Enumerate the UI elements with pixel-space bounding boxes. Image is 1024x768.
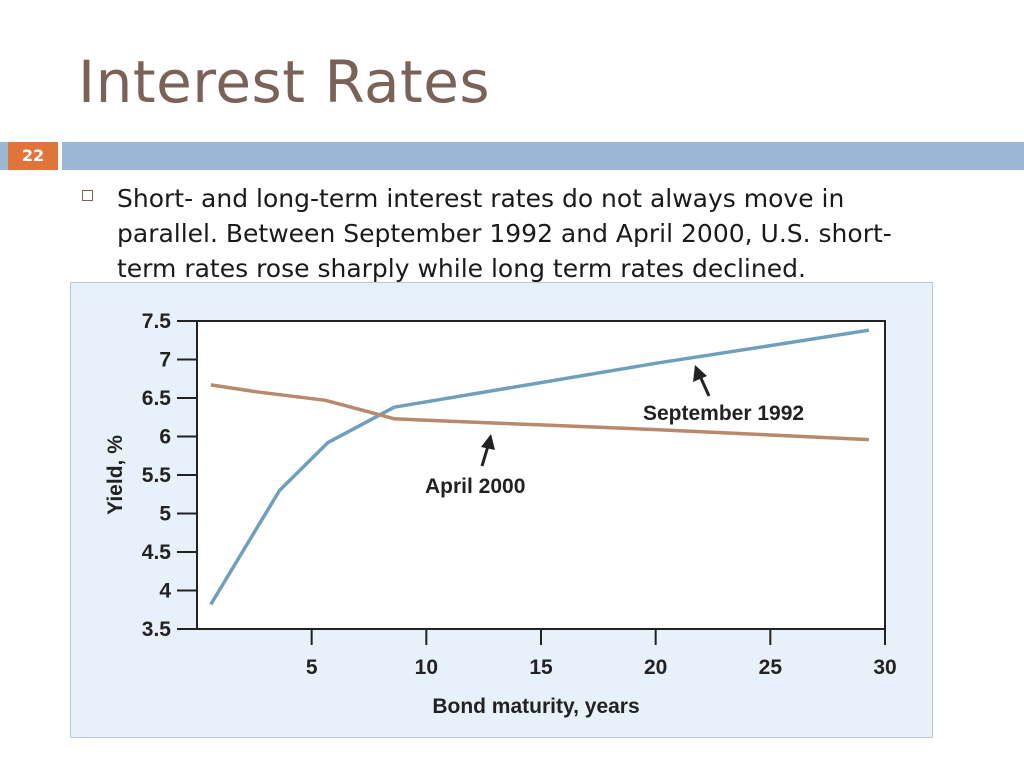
x-tick-label: 10 — [415, 656, 438, 679]
x-tick-label: 20 — [644, 656, 667, 679]
slide-number: 22 — [8, 142, 62, 170]
series-line-april-2000 — [210, 383, 869, 442]
series-line-september-1992 — [209, 328, 870, 606]
y-tick-label: 6 — [159, 426, 171, 449]
title-band — [0, 142, 1024, 170]
y-tick-label: 3.5 — [142, 618, 172, 641]
y-axis-ticks: 7.5 7 6.5 6 5.5 5 4.5 4 3.5 — [142, 310, 197, 641]
slide-title: Interest Rates — [78, 48, 491, 116]
arrow-september-1992-icon — [693, 365, 711, 397]
x-tick-label: 25 — [759, 656, 783, 679]
annotation-april-2000: April 2000 — [425, 475, 525, 498]
y-tick-label: 7.5 — [142, 310, 172, 333]
y-tick-label: 6.5 — [142, 387, 172, 410]
series-lines — [209, 328, 870, 606]
bullet-marker — [82, 190, 93, 201]
yield-curve-chart: 7.5 7 6.5 6 5.5 5 4.5 4 3.5 5 10 15 20 25 30 Bond mat… — [104, 310, 897, 718]
y-axis-title: Yield, % — [104, 435, 127, 515]
annotation-september-1992: September 1992 — [643, 402, 804, 425]
y-tick-label: 5.5 — [142, 464, 172, 487]
y-tick-label: 5 — [159, 503, 171, 526]
x-tick-label: 5 — [306, 656, 318, 679]
x-tick-label: 30 — [873, 656, 896, 679]
y-tick-label: 4.5 — [142, 541, 172, 564]
x-tick-label: 15 — [529, 656, 553, 679]
arrow-april-2000-icon — [480, 434, 495, 467]
y-tick-label: 7 — [159, 349, 171, 372]
chart-panel: 7.5 7 6.5 6 5.5 5 4.5 4 3.5 5 10 15 20 25 30 Bond mat… — [70, 282, 933, 738]
y-tick-label: 4 — [159, 580, 171, 603]
bullet-text: Short- and long-term interest rates do n… — [117, 184, 892, 283]
plot-area — [196, 320, 886, 630]
x-axis-title: Bond maturity, years — [432, 695, 639, 718]
x-axis-ticks: 5 10 15 20 25 30 — [306, 629, 897, 679]
